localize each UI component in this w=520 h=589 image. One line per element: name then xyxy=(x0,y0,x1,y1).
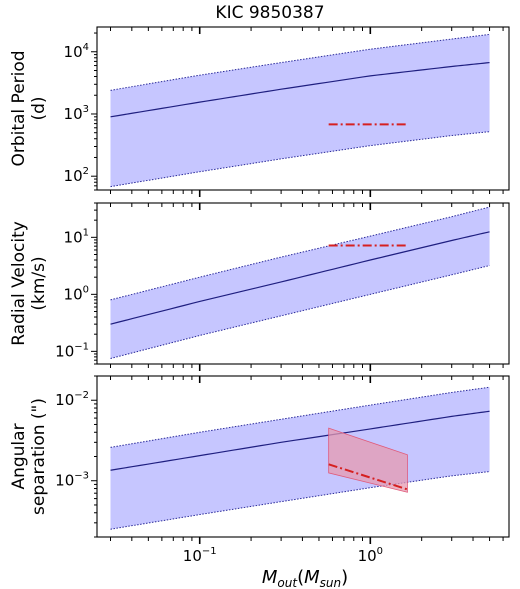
uncertainty-band xyxy=(110,387,490,530)
panel-orbital-period: 102 103 104 Orbital Period (d) xyxy=(9,26,510,197)
x-label-paren-close: ) xyxy=(341,567,348,588)
x-tick-label: 100 xyxy=(358,546,383,565)
y-axis-label-line: Angular xyxy=(9,423,29,489)
x-label-unit-sub: sun xyxy=(320,576,341,589)
band-lower-edge xyxy=(110,131,490,188)
panel-angular-separation: 10−1 100 10−3 10−2 Angular separation (") xyxy=(9,375,510,565)
observed-band xyxy=(328,427,408,493)
median-line xyxy=(110,231,490,325)
band-upper-edge xyxy=(110,33,490,91)
uncertainty-band xyxy=(110,34,490,187)
y-axis-label-line: (km/s) xyxy=(29,256,49,310)
figure-title: KIC 9850387 xyxy=(215,3,324,23)
axes-frame xyxy=(96,202,510,365)
y-tick-label: 10−1 xyxy=(55,341,89,360)
panels: 102 103 104 Orbital Period (d) 10−1 100 101 Radi… xyxy=(9,26,510,565)
band-lower-edge xyxy=(110,471,490,530)
y-axis-label-line: Radial Velocity xyxy=(9,221,29,346)
uncertainty-band xyxy=(110,207,490,359)
y-tick-label: 100 xyxy=(64,284,89,303)
band-upper-edge xyxy=(110,206,490,301)
band-upper-edge xyxy=(110,386,490,448)
x-axis-label: Mout(Msun) xyxy=(262,567,348,589)
y-tick-label: 101 xyxy=(64,227,89,246)
x-tick-label: 10−1 xyxy=(183,546,217,565)
y-tick-label: 10−3 xyxy=(55,471,89,490)
y-tick-label: 104 xyxy=(64,42,89,61)
y-axis-label-line: (d) xyxy=(29,96,49,120)
band-lower-edge xyxy=(110,265,490,359)
y-tick-label: 10−2 xyxy=(55,390,89,409)
median-line xyxy=(110,410,490,471)
panel-radial-velocity: 10−1 100 101 Radial Velocity (km/s) xyxy=(9,202,510,371)
axes-frame xyxy=(96,26,510,191)
y-axis-label-line: separation (") xyxy=(29,398,49,515)
y-tick-label: 103 xyxy=(64,104,89,123)
y-tick-label: 102 xyxy=(64,166,89,185)
x-label-paren-open: ( xyxy=(297,567,304,588)
median-line xyxy=(110,61,490,118)
observed-line xyxy=(328,463,408,491)
y-axis-label-line: Orbital Period xyxy=(9,50,29,166)
x-label-sub: out xyxy=(277,576,298,589)
x-label-unit: M xyxy=(304,567,320,588)
x-label-main: M xyxy=(262,567,278,588)
